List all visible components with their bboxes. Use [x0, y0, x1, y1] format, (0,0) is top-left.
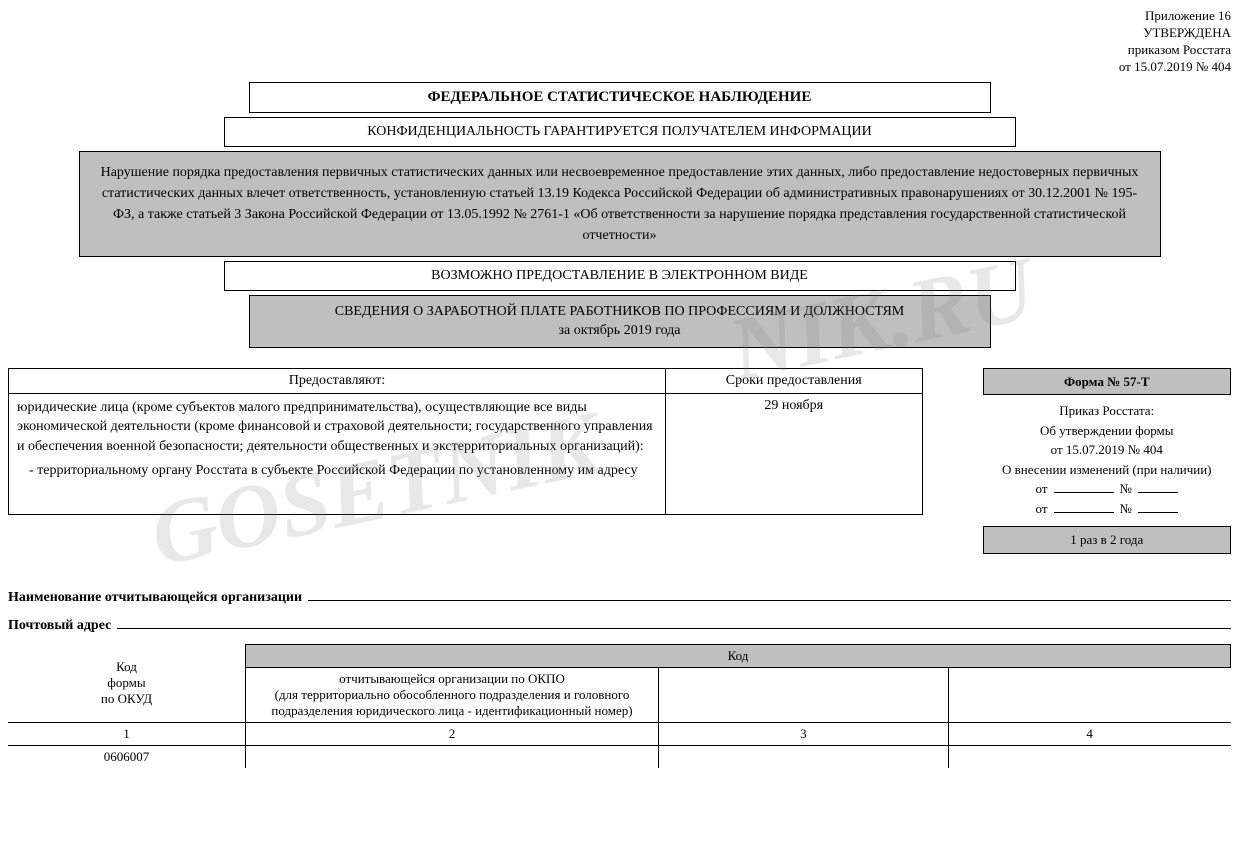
- order-line: приказом Росстата: [8, 42, 1231, 59]
- submission-desc2: - территориальному органу Росстата в суб…: [29, 461, 657, 481]
- submission-deadline-header: Сроки предоставления: [666, 368, 923, 393]
- org-name-input[interactable]: [308, 584, 1231, 601]
- amendment-row-1: от №: [983, 479, 1232, 499]
- electronic-text: ВОЗМОЖНО ПРЕДОСТАВЛЕНИЕ В ЭЛЕКТРОННОМ ВИ…: [431, 268, 808, 283]
- approved-line: УТВЕРЖДЕНА: [8, 25, 1231, 42]
- postal-row: Почтовый адрес: [8, 612, 1231, 634]
- num-label: №: [1120, 499, 1132, 519]
- okud-h3: по ОКУД: [14, 691, 239, 707]
- main-title-box: ФЕДЕРАЛЬНОЕ СТАТИСТИЧЕСКОЕ НАБЛЮДЕНИЕ: [249, 82, 991, 113]
- amendment-date-1[interactable]: [1054, 492, 1114, 493]
- form-subject-box: СВЕДЕНИЯ О ЗАРАБОТНОЙ ПЛАТЕ РАБОТНИКОВ П…: [249, 295, 991, 348]
- okpo-value[interactable]: [246, 745, 659, 768]
- warning-box: Нарушение порядка предоставления первичн…: [79, 151, 1161, 257]
- warning-text: Нарушение порядка предоставления первичн…: [101, 165, 1139, 243]
- frequency-box: 1 раз в 2 года: [983, 526, 1232, 554]
- confidentiality-text: КОНФИДЕНЦИАЛЬНОСТЬ ГАРАНТИРУЕТСЯ ПОЛУЧАТ…: [367, 124, 872, 139]
- submission-who-header: Предоставляют:: [9, 368, 666, 393]
- form-number-title: Форма № 57-Т: [983, 368, 1232, 396]
- colnum-4: 4: [948, 722, 1230, 745]
- amendment-row-2: от №: [983, 499, 1232, 519]
- confidentiality-box: КОНФИДЕНЦИАЛЬНОСТЬ ГАРАНТИРУЕТСЯ ПОЛУЧАТ…: [224, 117, 1016, 147]
- submission-who-cell: юридические лица (кроме субъектов малого…: [9, 393, 666, 514]
- code3-value[interactable]: [659, 745, 949, 768]
- submission-table: Предоставляют: Сроки предоставления юрид…: [8, 368, 923, 515]
- organization-fields: Наименование отчитывающейся организации …: [8, 584, 1231, 634]
- appendix-header: Приложение 16 УТВЕРЖДЕНА приказом Росста…: [8, 8, 1231, 76]
- electronic-box: ВОЗМОЖНО ПРЕДОСТАВЛЕНИЕ В ЭЛЕКТРОННОМ ВИ…: [224, 261, 1016, 291]
- code4-value[interactable]: [948, 745, 1230, 768]
- num-label: №: [1120, 479, 1132, 499]
- code-table: Код формы по ОКУД Код отчитывающейся орг…: [8, 644, 1231, 768]
- ot-label: от: [1036, 479, 1048, 499]
- okud-h2: формы: [14, 675, 239, 691]
- okpo-header-cell: отчитывающейся организации по ОКПО (для …: [246, 667, 659, 722]
- colnum-1: 1: [8, 722, 246, 745]
- okpo-l2: (для территориально обособленного подраз…: [252, 687, 652, 719]
- colnum-3: 3: [659, 722, 949, 745]
- code-col3-header: [659, 667, 949, 722]
- page: NIK.RU GOSETNIK Приложение 16 УТВЕРЖДЕНА…: [8, 8, 1231, 768]
- amendment-date-2[interactable]: [1054, 512, 1114, 513]
- colnum-2: 2: [246, 722, 659, 745]
- main-title: ФЕДЕРАЛЬНОЕ СТАТИСТИЧЕСКОЕ НАБЛЮДЕНИЕ: [428, 89, 812, 105]
- submission-row: Предоставляют: Сроки предоставления юрид…: [8, 368, 1231, 554]
- amendment-num-1[interactable]: [1138, 492, 1178, 493]
- submission-desc1: юридические лица (кроме субъектов малого…: [17, 398, 657, 457]
- postal-input[interactable]: [117, 612, 1231, 629]
- org-name-label: Наименование отчитывающейся организации: [8, 590, 302, 606]
- form-subject-line2: за октябрь 2019 года: [260, 321, 980, 341]
- ot-label: от: [1036, 499, 1048, 519]
- appendix-line: Приложение 16: [8, 8, 1231, 25]
- okud-value: 0606007: [8, 745, 246, 768]
- form-order-l4: О внесении изменений (при наличии): [983, 460, 1232, 480]
- code-top-header: Код: [246, 644, 1231, 667]
- form-order-l1: Приказ Росстата:: [983, 401, 1232, 421]
- okud-header-cell: Код формы по ОКУД: [8, 644, 246, 722]
- form-number-block: Форма № 57-Т Приказ Росстата: Об утвержд…: [983, 368, 1232, 554]
- submission-deadline-cell: 29 ноября: [666, 393, 923, 514]
- code-col4-header: [948, 667, 1230, 722]
- okud-h1: Код: [14, 659, 239, 675]
- form-subject-line1: СВЕДЕНИЯ О ЗАРАБОТНОЙ ПЛАТЕ РАБОТНИКОВ П…: [260, 302, 980, 322]
- postal-label: Почтовый адрес: [8, 618, 111, 634]
- org-name-row: Наименование отчитывающейся организации: [8, 584, 1231, 606]
- okpo-l1: отчитывающейся организации по ОКПО: [252, 671, 652, 687]
- date-line: от 15.07.2019 № 404: [8, 59, 1231, 76]
- form-order-l3: от 15.07.2019 № 404: [983, 440, 1232, 460]
- amendment-num-2[interactable]: [1138, 512, 1178, 513]
- form-order-l2: Об утверждении формы: [983, 421, 1232, 441]
